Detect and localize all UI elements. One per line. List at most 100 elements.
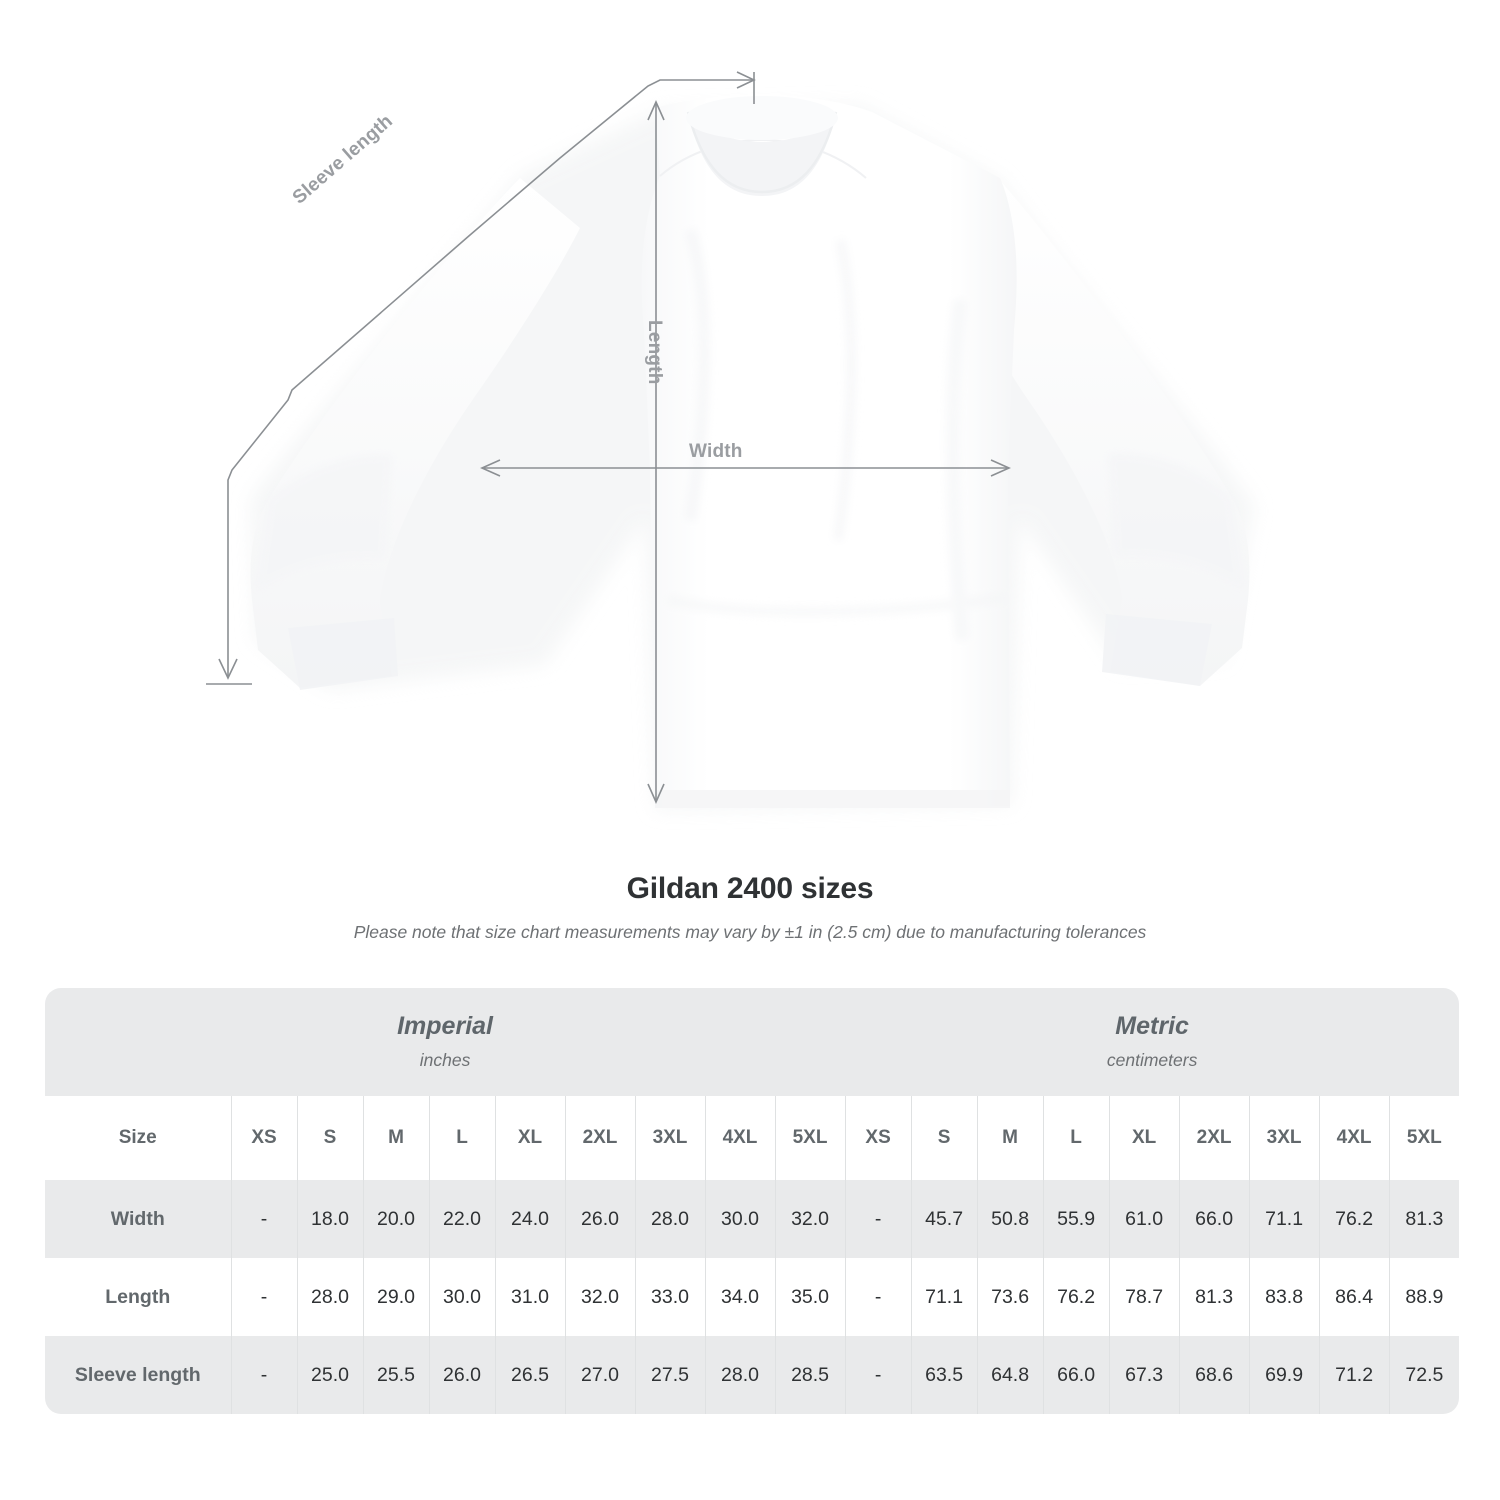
cell-length-imperial-2xl: 32.0 [564,1258,635,1336]
length-arrow-head-bottom [647,783,665,804]
size-col-imperial-4xl: 4XL [704,1096,775,1180]
length-label: Length [644,320,665,385]
imperial-unit-sub: inches [419,1049,471,1070]
tolerance-note: Please note that size chart measurements… [353,922,1147,942]
size-col-metric-l: L [1042,1096,1110,1180]
title-block: Gildan 2400 sizes Please note that size … [0,872,1500,943]
row-label-sleeve-length: Sleeve length [45,1336,231,1414]
cell-width-metric-xl: 61.0 [1108,1180,1180,1258]
cell-length-imperial-4xl: 34.0 [704,1258,775,1336]
left-cuff [288,618,398,690]
cell-length-imperial-xs: - [230,1258,297,1336]
row-label-width: Width [45,1180,231,1258]
bottom-hem [655,790,1010,808]
size-col-imperial-2xl: 2XL [564,1096,635,1180]
cell-width-metric-2xl: 66.0 [1178,1180,1250,1258]
cell-width-metric-5xl: 81.3 [1388,1180,1460,1258]
size-col-imperial-xl: XL [494,1096,565,1180]
cell-width-metric-3xl: 71.1 [1248,1180,1320,1258]
sleeve-arrow-head-bottom [218,658,238,680]
unit-header-row: Imperial inches Metric centimeters [45,988,1460,1096]
shirt-illustration [206,71,1255,810]
cell-width-imperial-xl: 24.0 [494,1180,565,1258]
size-col-imperial-m: M [362,1096,429,1180]
cell-width-imperial-l: 22.0 [428,1180,495,1258]
size-col-imperial-s: S [296,1096,363,1180]
cell-length-metric-xs: - [844,1258,912,1336]
cell-sleeve-metric-xl: 67.3 [1108,1336,1180,1414]
size-col-imperial-3xl: 3XL [634,1096,705,1180]
length-arrow-head-top [647,100,665,121]
cell-length-metric-l: 76.2 [1042,1258,1110,1336]
cell-sleeve-imperial-l: 26.0 [428,1336,495,1414]
cell-sleeve-metric-m: 64.8 [976,1336,1044,1414]
cell-length-metric-xl: 78.7 [1108,1258,1180,1336]
size-col-metric-5xl: 5XL [1388,1096,1460,1180]
cell-length-imperial-3xl: 33.0 [634,1258,705,1336]
width-label: Width [689,441,743,462]
cell-length-metric-5xl: 88.9 [1388,1258,1460,1336]
cell-sleeve-imperial-s: 25.0 [296,1336,363,1414]
cell-sleeve-metric-xs: - [844,1336,912,1414]
size-col-imperial-xs: XS [230,1096,297,1180]
cell-width-imperial-xs: - [230,1180,297,1258]
cell-sleeve-metric-3xl: 69.9 [1248,1336,1320,1414]
cell-sleeve-imperial-5xl: 28.5 [774,1336,846,1414]
cell-sleeve-imperial-m: 25.5 [362,1336,429,1414]
body-creases [666,228,1005,641]
size-table-wrapper: Imperial inches Metric centimeters Size … [45,988,1460,1414]
cell-sleeve-imperial-2xl: 27.0 [564,1336,635,1414]
cell-length-metric-4xl: 86.4 [1318,1258,1390,1336]
size-col-metric-2xl: 2XL [1178,1096,1250,1180]
cell-length-metric-2xl: 81.3 [1178,1258,1250,1336]
cell-width-imperial-4xl: 30.0 [704,1180,775,1258]
cell-sleeve-imperial-xs: - [230,1336,297,1414]
cell-width-imperial-2xl: 26.0 [564,1180,635,1258]
cell-sleeve-metric-l: 66.0 [1042,1336,1110,1414]
cell-width-metric-s: 45.7 [910,1180,978,1258]
cell-sleeve-imperial-3xl: 27.5 [634,1336,705,1414]
size-header-row: Size XS S M L XL 2XL 3XL 4XL 5XL XS S M … [45,1096,1460,1180]
size-col-metric-4xl: 4XL [1318,1096,1390,1180]
table-row-sleeve-length: Sleeve length - 25.0 25.5 26.0 26.5 27.0… [45,1336,1460,1414]
shirt-body [641,94,1017,808]
table-row-length: Length - 28.0 29.0 30.0 31.0 32.0 33.0 3… [45,1258,1460,1336]
right-sleeve-fold [1108,453,1244,590]
cell-width-imperial-3xl: 28.0 [634,1180,705,1258]
cell-length-imperial-5xl: 35.0 [774,1258,846,1336]
cell-sleeve-metric-s: 63.5 [910,1336,978,1414]
page-title: Gildan 2400 sizes [626,872,874,905]
size-col-metric-3xl: 3XL [1248,1096,1320,1180]
right-cuff [1102,614,1212,686]
metric-unit-name: Metric [1115,1012,1189,1041]
cell-length-imperial-xl: 31.0 [494,1258,565,1336]
imperial-unit-name: Imperial [397,1012,493,1041]
cell-width-metric-xs: - [844,1180,912,1258]
cell-width-imperial-m: 20.0 [362,1180,429,1258]
cell-length-metric-m: 73.6 [976,1258,1044,1336]
size-col-metric-m: M [976,1096,1044,1180]
cell-length-imperial-l: 30.0 [428,1258,495,1336]
cell-sleeve-metric-5xl: 72.5 [1388,1336,1460,1414]
row-label-length: Length [45,1258,231,1336]
cell-width-metric-m: 50.8 [976,1180,1044,1258]
cell-sleeve-imperial-xl: 26.5 [494,1336,565,1414]
cell-sleeve-metric-4xl: 71.2 [1318,1336,1390,1414]
size-col-metric-s: S [910,1096,978,1180]
metric-header-cell: Metric centimeters [845,988,1460,1096]
width-arrow-head-right [990,459,1011,477]
imperial-header-cell: Imperial inches [45,988,846,1096]
cell-width-metric-l: 55.9 [1042,1180,1110,1258]
cell-length-imperial-m: 29.0 [362,1258,429,1336]
size-col-imperial-l: L [428,1096,495,1180]
size-header-label: Size [45,1096,231,1180]
cell-sleeve-imperial-4xl: 28.0 [704,1336,775,1414]
cell-length-metric-s: 71.1 [910,1258,978,1336]
cell-sleeve-metric-2xl: 68.6 [1178,1336,1250,1414]
collar-outline [686,111,838,194]
cell-length-metric-3xl: 83.8 [1248,1258,1320,1336]
garment-diagram: Sleeve length Length Width [206,71,1255,810]
collar-ribbing [688,112,836,196]
cell-length-imperial-s: 28.0 [296,1258,363,1336]
